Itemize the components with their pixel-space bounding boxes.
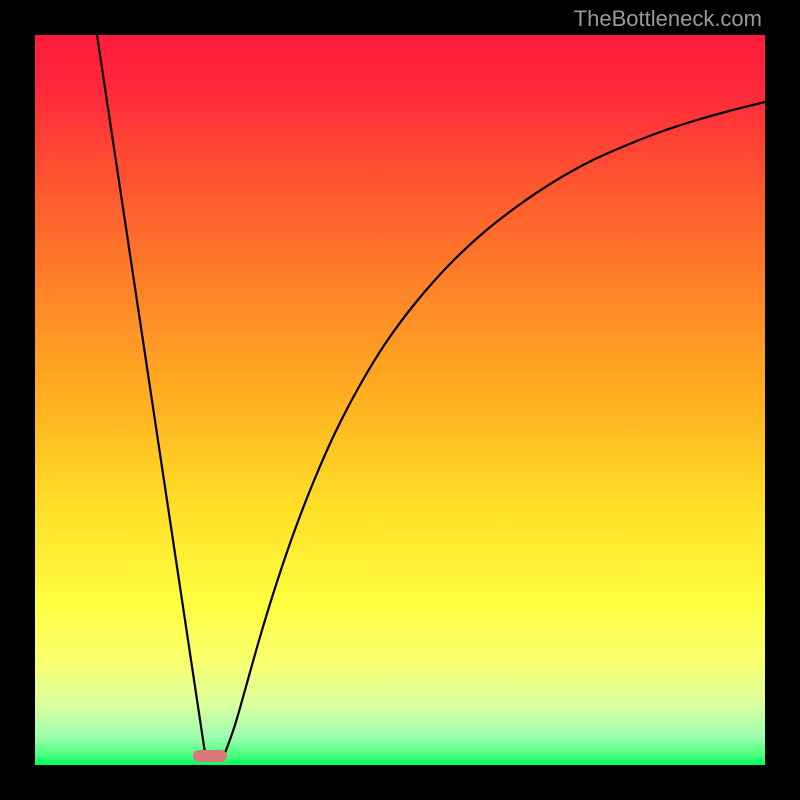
curve-layer	[35, 35, 765, 765]
curve-left-branch	[97, 35, 205, 753]
watermark-text: TheBottleneck.com	[574, 6, 762, 32]
plot-area	[35, 35, 765, 765]
curve-right-branch	[225, 102, 765, 753]
chart-container: TheBottleneck.com	[0, 0, 800, 800]
minimum-marker	[193, 750, 227, 762]
